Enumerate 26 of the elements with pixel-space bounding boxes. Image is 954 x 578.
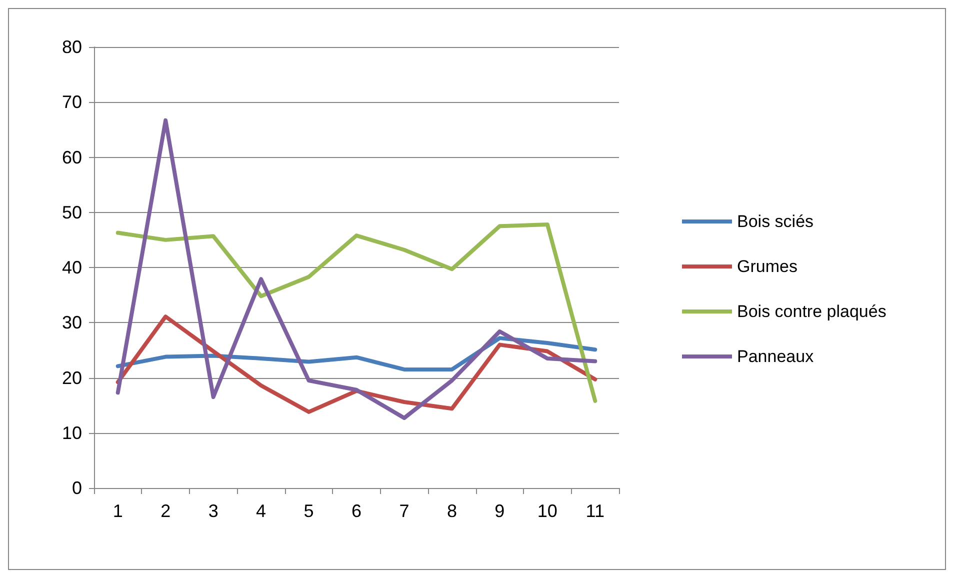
line-series: [116, 118, 598, 420]
y-tick-label: 20: [62, 368, 82, 388]
x-tick-label: 1: [112, 501, 123, 521]
y-tick-label: 70: [62, 92, 82, 112]
y-tick-label: 50: [62, 202, 82, 222]
x-tick-label: 4: [256, 501, 266, 521]
legend-label: Panneaux: [737, 347, 814, 366]
y-tick-label: 80: [62, 37, 82, 57]
x-tick-label: 2: [160, 501, 171, 521]
legend-label: Grumes: [737, 257, 798, 276]
x-tick-label: 3: [208, 501, 218, 521]
y-tick-label: 0: [72, 478, 82, 498]
x-tick-label: 9: [494, 501, 505, 521]
x-tick-label: 8: [446, 501, 457, 521]
x-tick-label: 10: [537, 501, 558, 521]
y-tick-label: 60: [62, 147, 82, 168]
legend-label: Bois contre plaqués: [737, 302, 886, 321]
x-tick-label: 5: [304, 501, 314, 521]
legend-label: Bois sciés: [737, 212, 814, 231]
line-series: [116, 222, 598, 403]
y-tick-label: 40: [62, 258, 82, 278]
x-tick-label: 7: [399, 501, 410, 521]
x-tick-label: 6: [351, 501, 362, 521]
x-tick-label: 11: [586, 501, 604, 521]
y-tick-label: 10: [62, 422, 82, 443]
y-tick-label: 30: [62, 312, 82, 333]
